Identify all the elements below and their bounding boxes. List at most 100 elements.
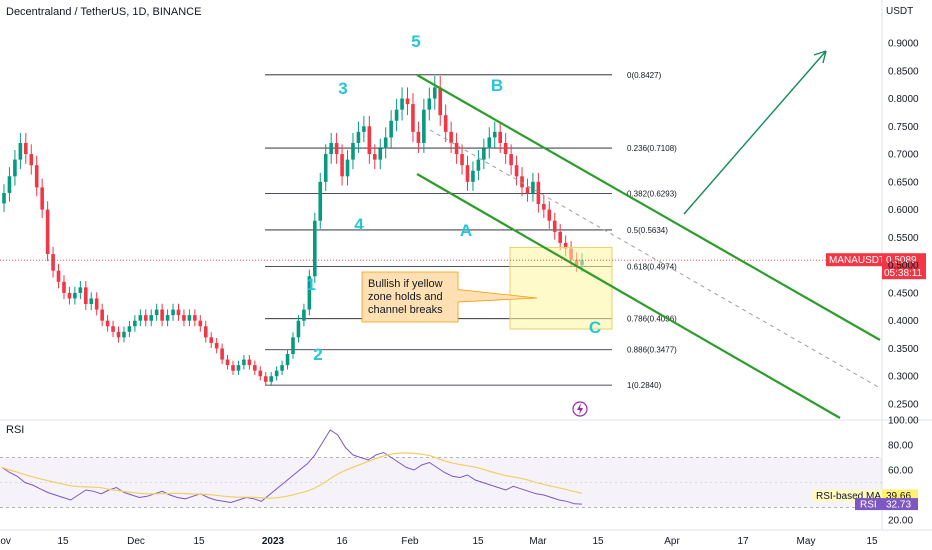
- channel-line[interactable]: [416, 173, 841, 419]
- wave-label[interactable]: 3: [338, 79, 347, 98]
- channel-line[interactable]: [416, 74, 881, 341]
- candle-body: [203, 326, 208, 338]
- candle-body: [154, 309, 159, 316]
- arrow-head: [813, 50, 827, 64]
- candle-body: [56, 270, 61, 282]
- rsi-tick: 80.00: [888, 441, 913, 452]
- candle-body: [487, 137, 492, 149]
- candle-body: [89, 298, 94, 305]
- candle-body: [182, 315, 186, 321]
- candle-body: [416, 131, 421, 143]
- candle-body: [400, 98, 404, 110]
- wave-label[interactable]: 5: [411, 32, 420, 51]
- currency-label: USDT: [886, 6, 913, 17]
- candle-body: [329, 142, 333, 155]
- time-label: Nov: [0, 536, 11, 547]
- candle-body: [242, 359, 246, 366]
- rsi-label-badge: [855, 498, 882, 511]
- candle-body: [503, 142, 508, 155]
- candle-body: [258, 370, 263, 377]
- candle-body: [514, 165, 519, 177]
- candle-body: [280, 365, 284, 371]
- wave-label[interactable]: 4: [354, 215, 364, 234]
- candle-body: [302, 309, 306, 321]
- fib-level-label: 0.5(0.5634): [627, 226, 668, 235]
- candle-body: [405, 98, 410, 105]
- wave-label[interactable]: 2: [313, 345, 322, 364]
- candle-body: [253, 365, 257, 371]
- candle-body: [263, 376, 268, 382]
- fib-level-label: 0(0.8427): [627, 71, 662, 80]
- candle-body: [73, 292, 77, 299]
- fib-level-label: 0.236(0.7108): [627, 144, 677, 153]
- wave-label[interactable]: B: [491, 76, 503, 95]
- rsi-ma-line[interactable]: [1, 452, 583, 499]
- price-badge: [882, 253, 926, 280]
- candle-body: [476, 159, 481, 171]
- candle-body: [149, 315, 154, 321]
- rsi-pane[interactable]: 100.00 80.00 60.00 20.00 RSI-based MA 39.66 RS…: [0, 416, 919, 527]
- candle-body: [111, 326, 115, 332]
- channel-midline[interactable]: [429, 129, 881, 389]
- candles: [2, 76, 584, 386]
- candle-body: [187, 315, 192, 321]
- price-tick: 0.8000: [888, 94, 919, 105]
- candle-body: [171, 309, 175, 316]
- candle-body: [411, 104, 415, 132]
- candle-body: [269, 376, 273, 382]
- time-label: 16: [336, 536, 348, 547]
- candle-body: [378, 148, 383, 160]
- rsi-line[interactable]: [1, 429, 583, 505]
- candle-body: [520, 176, 524, 188]
- candle-body: [285, 354, 290, 366]
- time-label: 15: [193, 536, 205, 547]
- candle-body: [67, 292, 72, 299]
- candle-body: [449, 131, 453, 143]
- candle-body: [427, 98, 432, 110]
- candle-body: [83, 287, 88, 305]
- candle-body: [558, 231, 562, 243]
- candle-body: [143, 315, 148, 321]
- fib-level-label: 1(0.2840): [627, 381, 662, 390]
- wave-label[interactable]: A: [460, 221, 472, 240]
- wave-label[interactable]: 1: [306, 275, 315, 294]
- candle-body: [133, 320, 137, 327]
- price-tick: 0.5500: [888, 233, 919, 244]
- candle-body: [13, 159, 17, 177]
- candle-body: [563, 242, 568, 249]
- rsi-value: 32.73: [886, 500, 911, 511]
- candle-body: [62, 281, 66, 293]
- fib-level-label: 0.786(0.4036): [627, 315, 677, 324]
- rsi-title: RSI: [6, 424, 24, 436]
- price-tick: 0.7500: [888, 122, 919, 133]
- candle-body: [438, 87, 443, 116]
- symbol-badge-text: MANAUSDT: [829, 255, 885, 266]
- candle-body: [34, 165, 39, 188]
- candle-body: [531, 181, 535, 193]
- price-badge-countdown: 05:38:11: [884, 268, 923, 279]
- time-label: 17: [737, 536, 749, 547]
- time-label: 15: [57, 536, 69, 547]
- forecast-arrow[interactable]: [683, 50, 827, 215]
- price-tick: 0.8500: [888, 66, 919, 77]
- candle-body: [225, 359, 230, 366]
- time-label: Feb: [401, 536, 419, 547]
- candle-body: [482, 148, 486, 160]
- callout-text: channel breaks: [368, 304, 443, 316]
- candle-body: [127, 326, 132, 332]
- candle-body: [443, 115, 448, 132]
- wave-label[interactable]: C: [589, 318, 601, 337]
- chart-title: Decentraland / TetherUS, 1D, BINANCE: [6, 6, 201, 18]
- candle-body: [24, 142, 28, 155]
- candle-body: [362, 126, 366, 132]
- rsi-ma-value: 39.66: [886, 491, 911, 502]
- yellow-zone[interactable]: [509, 246, 613, 330]
- candle-body: [94, 298, 99, 310]
- fib-level-label: 0.618(0.4974): [627, 263, 677, 272]
- candle-body: [383, 137, 388, 149]
- callout-box[interactable]: [361, 271, 538, 323]
- candle-body: [105, 320, 110, 327]
- candle-body: [389, 120, 393, 138]
